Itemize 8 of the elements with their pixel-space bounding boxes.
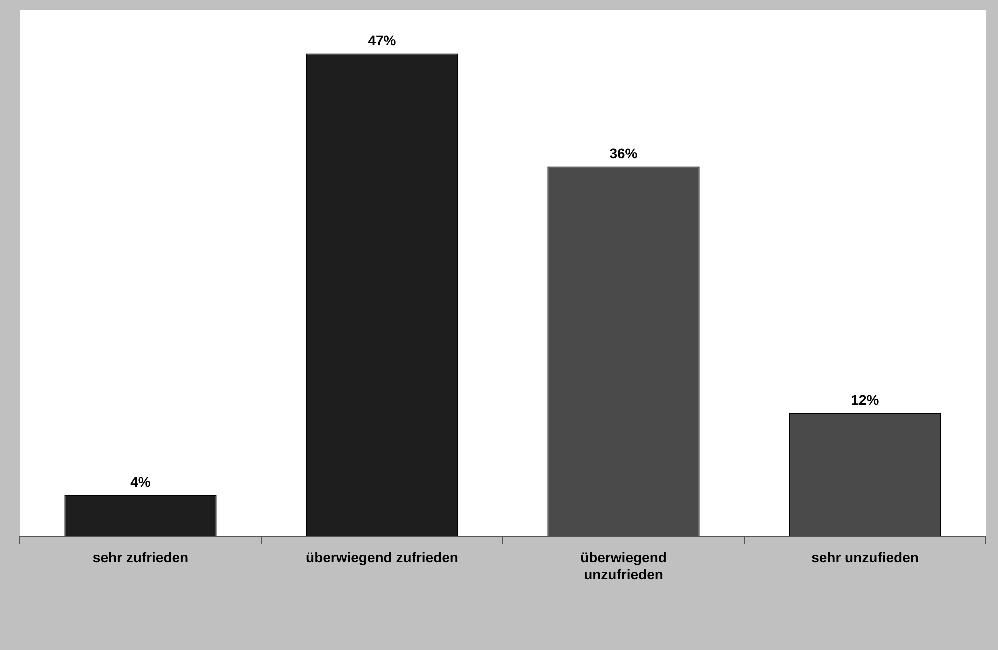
x-tick-label: überwiegend unzufrieden [580,550,667,582]
data-label: 4% [130,474,152,490]
x-tick-label: sehr zufrieden [92,550,189,566]
data-label: 36% [610,146,638,162]
data-label: 12% [851,392,880,408]
x-tick-label: überwiegend zufrieden [306,550,458,566]
data-label: 47% [368,32,397,49]
x-tick-label: sehr unzufieden [812,550,919,566]
